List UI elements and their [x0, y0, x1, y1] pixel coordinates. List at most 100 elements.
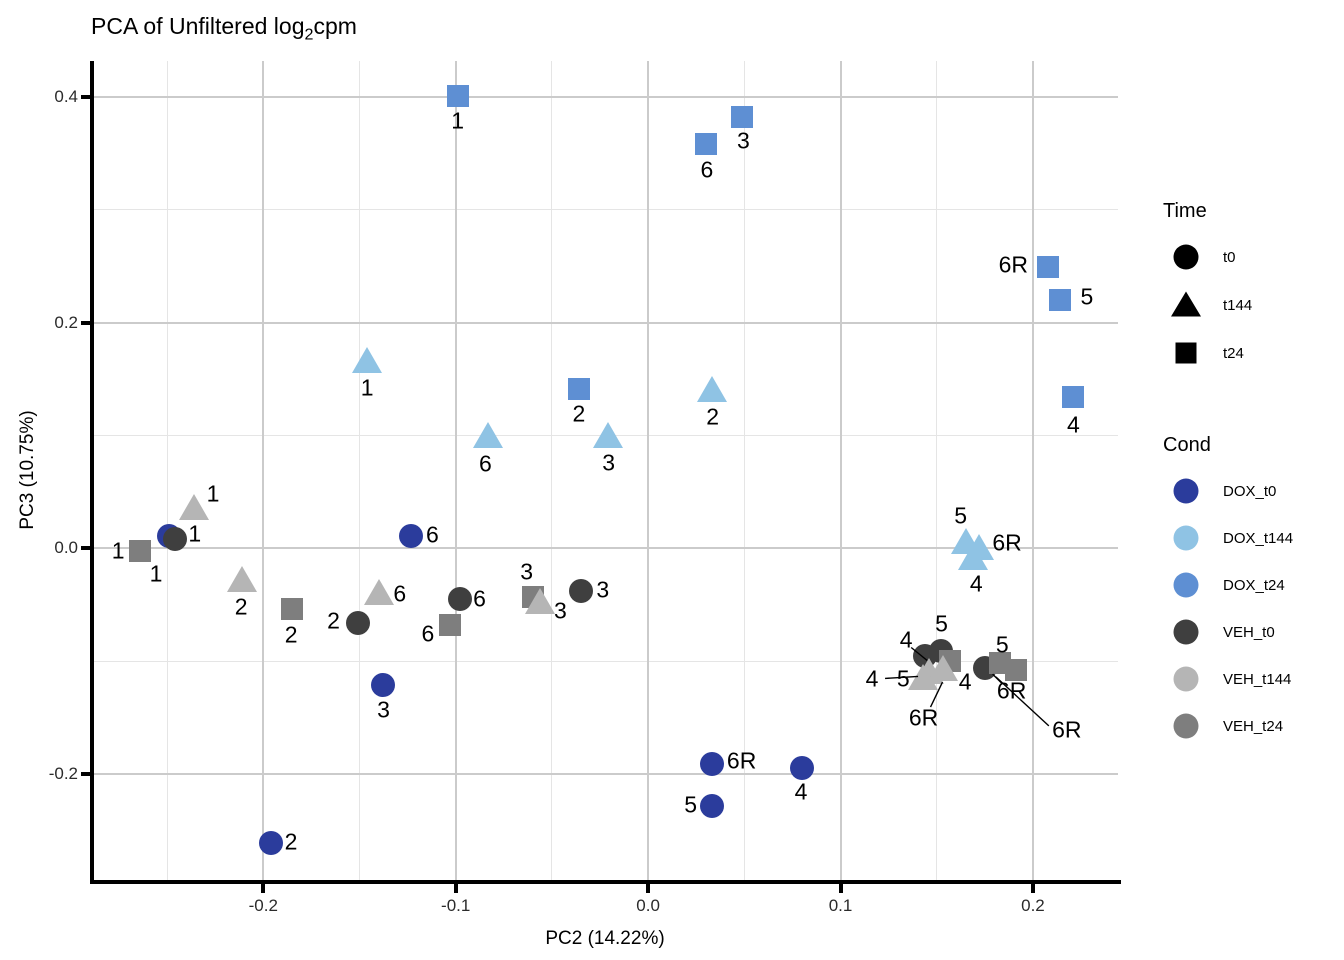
chart-title-suffix: cpm: [313, 13, 357, 39]
plot-panel: 1 2 3 4 5 6 6R 1 2 3 4 5 6 6R 1 2 3 4 5 6 6R 1 2 3 4 5 6 6R 1 2 3 4 5 6 6R…: [93, 61, 1118, 880]
chart-title: PCA of Unfiltered log2cpm: [91, 13, 357, 45]
legend-cond-label-VEH_t24: VEH_t24: [1223, 718, 1284, 735]
x-tick-mark: [646, 884, 651, 893]
legend-cond-swatch-VEH_t144: [1173, 666, 1199, 692]
x-tick-label: -0.1: [441, 896, 471, 915]
data-point-marker-DOX_t24-2: [567, 378, 590, 401]
data-point-label-DOX_t24-2: 2: [572, 400, 586, 427]
data-point-marker-DOX_t24-6R: [1037, 256, 1060, 279]
data-point-label-DOX_t24-1: 1: [451, 107, 465, 134]
data-point-label-DOX_t0-6R: 6R: [726, 747, 757, 774]
y-tick-mark: [81, 95, 90, 100]
data-point-label-DOX_t24-4: 4: [1066, 411, 1080, 438]
gridline-x-major: [454, 61, 457, 880]
data-point-marker-VEH_t24-6: [438, 614, 461, 637]
data-point-label-DOX_t24-6R: 6R: [998, 251, 1029, 278]
chart-title-text: PCA of Unfiltered log: [91, 13, 305, 39]
data-point-label-VEH_t24-5: 5: [995, 631, 1009, 658]
data-point-marker-VEH_t0-1: [162, 527, 187, 552]
gridline-y-major: [93, 772, 1118, 775]
chart-title-subscript: 2: [304, 25, 314, 44]
data-point-label-VEH_t0-1: 1: [188, 520, 202, 547]
data-point-label-VEH_t144-2: 2: [234, 593, 248, 620]
gridline-y-major: [93, 96, 1118, 99]
data-point-marker-DOX_t144-3: [592, 421, 623, 448]
legend-time-label-t24: t24: [1223, 345, 1244, 362]
legend-time-triangle-icon: [1171, 291, 1201, 317]
data-point-label-VEH_t0-6R: 6R: [1052, 716, 1082, 743]
y-tick-label: 0.0: [54, 538, 78, 558]
data-point-label-DOX_t144-4: 4: [969, 570, 983, 597]
data-point-label-VEH_t24-3: 3: [520, 558, 534, 585]
legend-cond-label-VEH_t144: VEH_t144: [1223, 671, 1292, 688]
data-point-label-VEH_t0-3: 3: [596, 576, 610, 603]
gridline-x-minor: [358, 61, 360, 880]
y-tick-label: -0.2: [48, 763, 78, 783]
data-point-marker-VEH_t24-2: [281, 598, 304, 621]
legend-time-title: Time: [1163, 200, 1207, 222]
data-point-marker-DOX_t24-5: [1048, 289, 1071, 312]
gridline-x-major: [839, 61, 842, 880]
gridline-x-minor: [936, 61, 938, 880]
data-point-label-VEH_t0-5: 5: [935, 610, 948, 637]
x-axis-line: [90, 880, 1121, 884]
legend-cond-swatch-VEH_t0: [1173, 619, 1199, 645]
data-point-label-VEH_t24-4: 4: [958, 668, 972, 695]
gridline-x-minor: [743, 61, 745, 880]
data-point-marker-DOX_t0-6: [399, 523, 424, 548]
gridline-x-major: [1031, 61, 1034, 880]
data-point-marker-DOX_t144-6R: [964, 534, 995, 561]
data-point-label-VEH_t24-1: 1: [111, 537, 125, 564]
data-point-marker-VEH_t24-6R: [1004, 659, 1027, 682]
x-tick-mark: [261, 884, 266, 893]
x-tick-mark: [838, 884, 843, 893]
data-point-marker-VEH_t144-6R: [927, 654, 958, 681]
data-point-label-DOX_t24-6: 6: [700, 156, 714, 183]
y-tick-label: 0.4: [54, 87, 78, 107]
data-point-marker-DOX_t0-2: [258, 830, 283, 855]
data-point-label-VEH_t144-6: 6: [393, 580, 407, 607]
gridline-x-minor: [551, 61, 553, 880]
legend-cond-swatch-DOX_t24: [1173, 572, 1199, 598]
legend-cond-label-DOX_t24: DOX_t24: [1223, 577, 1285, 594]
gridline-y-major: [93, 547, 1118, 550]
data-point-marker-VEH_t0-6: [447, 587, 472, 612]
data-point-marker-DOX_t24-4: [1062, 386, 1085, 409]
x-tick-label: 0.0: [636, 896, 660, 915]
data-point-label-VEH_t144-1: 1: [206, 480, 220, 507]
data-point-marker-VEH_t144-6: [363, 579, 394, 606]
gridline-y-major: [93, 321, 1118, 324]
data-point-marker-DOX_t144-2: [696, 376, 727, 403]
data-point-label-VEH_t144-4: 4: [865, 665, 879, 692]
data-point-label-VEH_t0-6: 6: [473, 585, 486, 612]
legend-cond-swatch-VEH_t24: [1173, 713, 1199, 739]
data-point-marker-DOX_t24-1: [446, 84, 469, 107]
data-point-marker-DOX_t0-4: [790, 756, 815, 781]
y-tick-mark: [81, 546, 90, 551]
data-point-marker-DOX_t144-6: [473, 421, 504, 448]
x-tick-label: 0.2: [1021, 896, 1045, 915]
legend-cond-swatch-DOX_t0: [1173, 478, 1199, 504]
data-point-label-DOX_t0-1: 1: [149, 560, 163, 587]
data-point-label-DOX_t0-5: 5: [684, 791, 698, 818]
data-point-marker-VEH_t144-2: [227, 565, 258, 592]
data-point-marker-VEH_t144-1: [179, 493, 210, 520]
data-point-label-DOX_t24-5: 5: [1080, 283, 1094, 310]
gridline-y-minor: [93, 209, 1118, 211]
data-point-marker-VEH_t0-3: [568, 579, 593, 604]
data-point-label-DOX_t24-3: 3: [736, 127, 750, 154]
x-tick-mark: [453, 884, 458, 893]
data-point-label-DOX_t0-3: 3: [377, 696, 390, 723]
data-point-marker-DOX_t24-6: [694, 133, 717, 156]
data-point-marker-VEH_t24-1: [129, 539, 152, 562]
data-point-marker-VEH_t0-2: [345, 610, 370, 635]
data-point-label-VEH_t144-5: 5: [896, 665, 910, 692]
data-point-label-DOX_t144-3: 3: [602, 449, 616, 476]
legend-cond-label-VEH_t0: VEH_t0: [1223, 624, 1275, 641]
gridline-x-minor: [166, 61, 168, 880]
data-point-label-VEH_t24-2: 2: [284, 621, 298, 648]
data-point-label-DOX_t144-6R: 6R: [992, 529, 1022, 556]
legend-time-label-t0: t0: [1223, 249, 1236, 266]
data-point-marker-DOX_t24-3: [731, 106, 754, 129]
data-point-label-VEH_t0-2: 2: [327, 607, 340, 634]
